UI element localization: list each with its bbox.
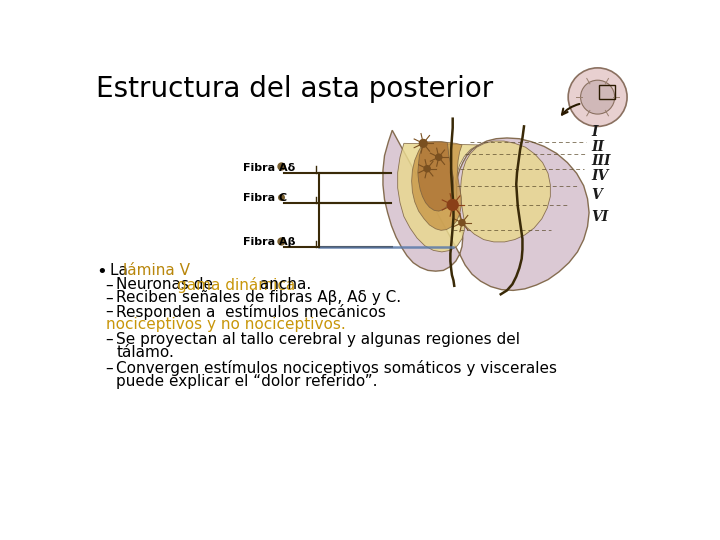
Text: Se proyectan al tallo cerebral y algunas regiones del: Se proyectan al tallo cerebral y algunas… [117,332,521,347]
Text: VI: VI [591,210,608,224]
Text: –: – [106,361,113,375]
Text: La: La [110,262,133,278]
Text: lámina V: lámina V [123,262,190,278]
Circle shape [447,200,458,210]
Text: Fibra Aδ: Fibra Aδ [243,163,295,173]
Text: –: – [106,332,113,347]
Text: Fibra Aβ: Fibra Aβ [243,237,295,247]
Text: Convergen estímulos nociceptivos somáticos y viscerales: Convergen estímulos nociceptivos somátic… [117,361,557,376]
Text: ancha.: ancha. [255,278,311,292]
Text: Fibra C: Fibra C [243,193,287,204]
Polygon shape [383,130,589,291]
Circle shape [459,220,465,226]
Circle shape [424,166,431,172]
Text: tálamo.: tálamo. [117,345,174,360]
Polygon shape [412,142,462,231]
Circle shape [568,68,627,126]
Text: Neuronas de: Neuronas de [117,278,218,292]
Text: –: – [106,278,113,292]
Text: Reciben señales de fibras Aβ, Aδ y C.: Reciben señales de fibras Aβ, Aδ y C. [117,291,402,306]
Circle shape [419,139,427,147]
Text: III: III [591,154,611,168]
Text: II: II [591,140,604,154]
Circle shape [436,154,442,160]
Text: IV: IV [591,170,608,184]
Text: Estructura del asta posterior: Estructura del asta posterior [96,75,493,103]
Bar [599,85,615,99]
Circle shape [580,80,615,114]
Polygon shape [397,141,550,252]
Text: •: • [96,262,107,281]
Text: I: I [591,125,598,139]
Text: –: – [106,303,113,319]
Text: puede explicar el “dolor referido”.: puede explicar el “dolor referido”. [117,374,378,389]
Polygon shape [418,142,454,211]
Text: nociceptivos y no nociceptivos.: nociceptivos y no nociceptivos. [106,316,346,332]
Text: V: V [591,188,602,202]
Text: gama dinámica: gama dinámica [177,278,295,293]
Text: –: – [106,291,113,306]
Text: Responden a  estímulos mecánicos: Responden a estímulos mecánicos [117,303,386,320]
